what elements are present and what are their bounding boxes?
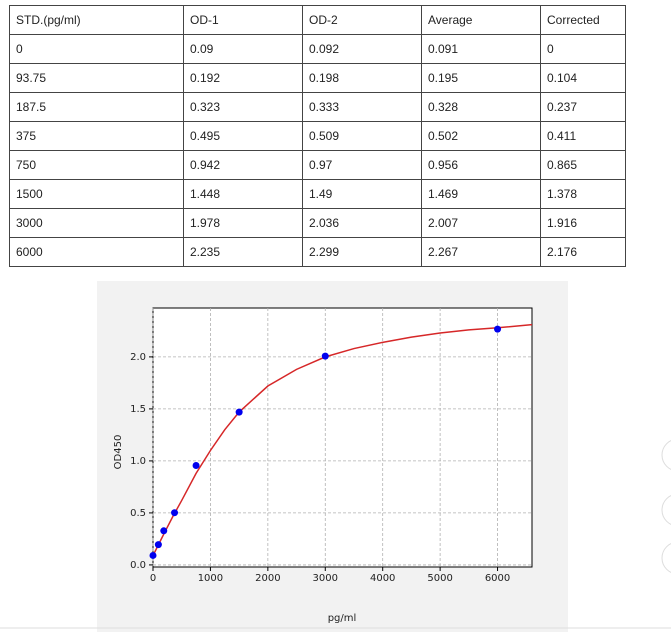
plot-area (152, 307, 533, 568)
header-row: STD.(pg/ml) OD-1 OD-2 Average Corrected (9, 5, 626, 35)
x-tick-label: 4000 (370, 573, 395, 584)
y-tick-label: 0.5 (130, 508, 146, 519)
side-button[interactable] (661, 494, 671, 526)
table-cell: Average (421, 5, 541, 35)
table-cell: 0.323 (183, 92, 303, 122)
table-cell: 2.267 (421, 237, 541, 267)
table-cell: STD.(pg/ml) (9, 5, 184, 35)
table-row: 375 0.495 0.509 0.502 0.411 (9, 121, 626, 151)
x-tick-label: 5000 (427, 573, 452, 584)
table-cell: 0.502 (421, 121, 541, 151)
y-tick-label: 2.0 (130, 352, 146, 363)
y-axis-label: OD450 (113, 435, 124, 470)
data-table: STD.(pg/ml) OD-1 OD-2 Average Corrected 0 0.09… (9, 5, 626, 267)
x-tick-label: 2000 (255, 573, 280, 584)
table-cell: 93.75 (9, 63, 184, 93)
table-cell: 1.469 (421, 179, 541, 209)
data-point (321, 352, 329, 360)
table-row: 93.75 0.192 0.198 0.195 0.104 (9, 63, 626, 93)
table-cell: OD-1 (183, 5, 303, 35)
table-row: 6000 2.235 2.299 2.267 2.176 (9, 237, 626, 267)
table-row: 750 0.942 0.97 0.956 0.865 (9, 150, 626, 180)
data-point (160, 527, 168, 535)
table-cell: 0.509 (302, 121, 422, 151)
table-cell: 0.495 (183, 121, 303, 151)
table-row: 1500 1.448 1.49 1.469 1.378 (9, 179, 626, 209)
table-cell: 0.195 (421, 63, 541, 93)
x-tick-label: 6000 (485, 573, 510, 584)
y-tick-label: 0.0 (130, 560, 146, 571)
table-cell: 375 (9, 121, 184, 151)
table-cell: 6000 (9, 237, 184, 267)
data-point (154, 541, 162, 549)
data-point (149, 551, 157, 559)
side-button[interactable] (661, 439, 671, 471)
table-row: 0 0.09 0.092 0.091 0 (9, 34, 626, 64)
x-tick-label: 0 (150, 573, 156, 584)
table-cell: Corrected (540, 5, 626, 35)
table-cell: 0.09 (183, 34, 303, 64)
x-axis-label: pg/ml (328, 613, 357, 624)
table-row: 3000 1.978 2.036 2.007 1.916 (9, 208, 626, 238)
data-point (171, 509, 179, 517)
table-cell: 2.176 (540, 237, 626, 267)
table-cell: 1.916 (540, 208, 626, 238)
table-cell: 0.956 (421, 150, 541, 180)
table-cell: 0.865 (540, 150, 626, 180)
side-button[interactable] (661, 542, 671, 574)
table-cell: 2.036 (302, 208, 422, 238)
table-cell: 1.378 (540, 179, 626, 209)
data-point (235, 408, 243, 416)
data-point (494, 325, 502, 333)
x-tick-label: 1000 (198, 573, 223, 584)
y-tick-label: 1.0 (130, 456, 146, 467)
table-row: 187.5 0.323 0.333 0.328 0.237 (9, 92, 626, 122)
fit-curve (152, 323, 533, 556)
table-cell: 2.299 (302, 237, 422, 267)
table-cell: 2.235 (183, 237, 303, 267)
x-tick-label: 3000 (313, 573, 338, 584)
table-cell: 0.092 (302, 34, 422, 64)
table-cell: 0.97 (302, 150, 422, 180)
data-point (192, 461, 200, 469)
table-cell: 0.328 (421, 92, 541, 122)
y-tick-label: 1.5 (130, 404, 146, 415)
